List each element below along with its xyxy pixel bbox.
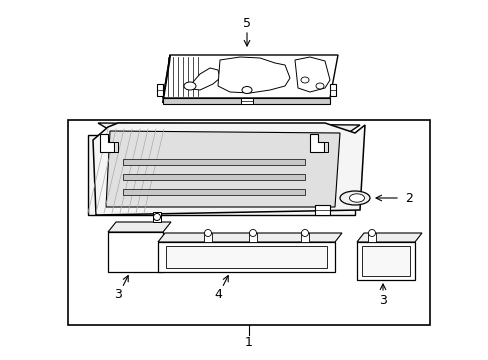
Polygon shape — [153, 212, 161, 222]
Ellipse shape — [349, 194, 364, 202]
Ellipse shape — [204, 230, 211, 237]
Polygon shape — [158, 242, 334, 272]
Ellipse shape — [242, 86, 251, 94]
Polygon shape — [248, 233, 257, 242]
Polygon shape — [100, 134, 114, 152]
Polygon shape — [114, 142, 118, 152]
Polygon shape — [294, 57, 329, 92]
Polygon shape — [165, 246, 326, 268]
Polygon shape — [108, 232, 163, 272]
Polygon shape — [123, 159, 305, 165]
Polygon shape — [163, 98, 329, 104]
Polygon shape — [158, 233, 341, 242]
Ellipse shape — [339, 191, 369, 205]
Polygon shape — [68, 120, 429, 325]
Ellipse shape — [301, 77, 308, 83]
Text: 2: 2 — [404, 192, 412, 204]
Polygon shape — [314, 205, 329, 215]
Polygon shape — [309, 134, 324, 152]
Polygon shape — [356, 233, 421, 242]
Ellipse shape — [368, 230, 375, 237]
Ellipse shape — [153, 213, 160, 220]
Text: 1: 1 — [244, 336, 252, 348]
Polygon shape — [157, 84, 163, 96]
Polygon shape — [241, 98, 252, 104]
Polygon shape — [163, 55, 337, 98]
Ellipse shape — [315, 83, 324, 89]
Polygon shape — [163, 55, 170, 103]
Polygon shape — [361, 246, 409, 276]
Polygon shape — [88, 135, 354, 215]
Text: 5: 5 — [243, 17, 250, 30]
Polygon shape — [93, 123, 364, 215]
Polygon shape — [108, 222, 171, 232]
Text: 3: 3 — [378, 293, 386, 306]
Ellipse shape — [301, 230, 308, 237]
Polygon shape — [356, 242, 414, 280]
Polygon shape — [192, 68, 220, 90]
Polygon shape — [329, 84, 335, 96]
Text: 3: 3 — [114, 288, 122, 302]
Polygon shape — [98, 123, 359, 135]
Text: 4: 4 — [214, 288, 222, 302]
Ellipse shape — [183, 82, 196, 90]
Polygon shape — [106, 131, 339, 207]
Polygon shape — [218, 57, 289, 93]
Polygon shape — [123, 189, 305, 195]
Polygon shape — [203, 233, 212, 242]
Ellipse shape — [249, 230, 256, 237]
Polygon shape — [301, 233, 308, 242]
Polygon shape — [367, 233, 375, 242]
Polygon shape — [123, 174, 305, 180]
Polygon shape — [324, 142, 327, 152]
